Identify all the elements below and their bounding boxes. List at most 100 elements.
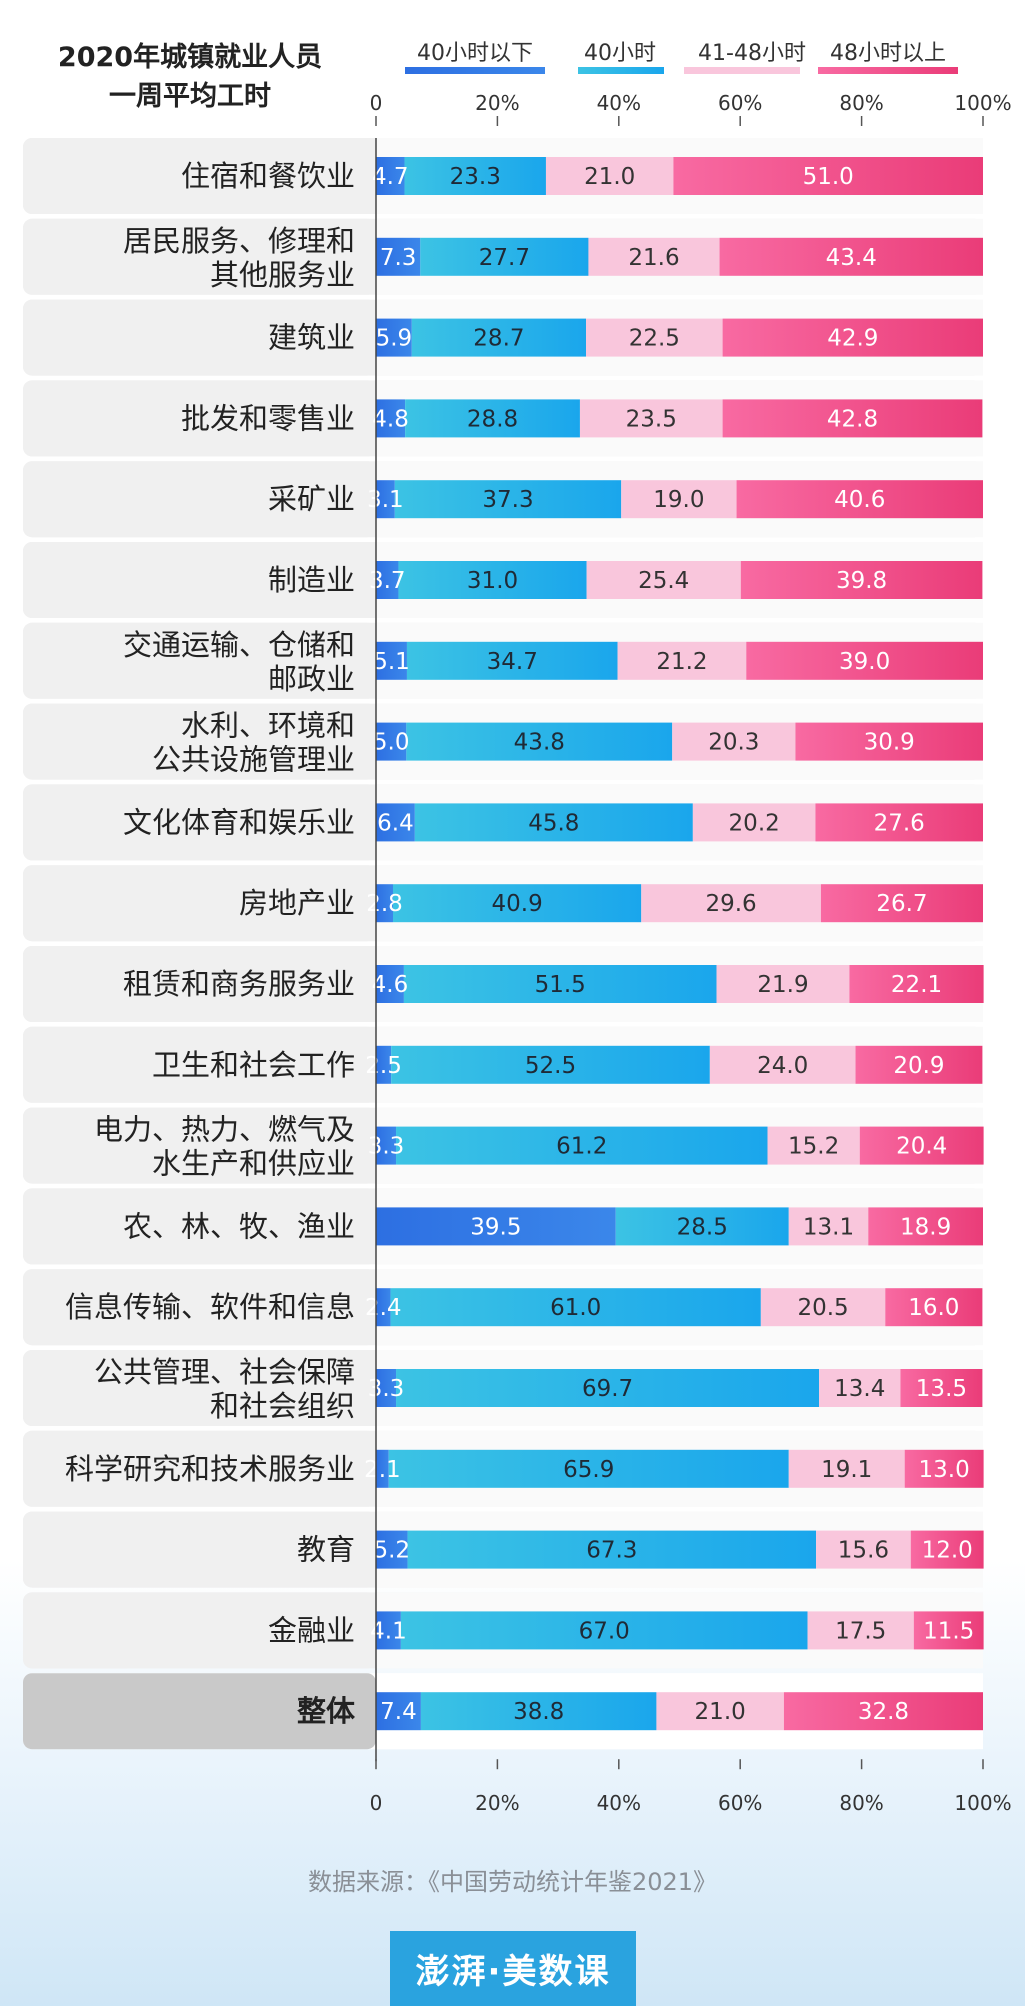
bar-value-label: 30.9 <box>864 730 915 756</box>
bar-segment-3 <box>656 1692 784 1731</box>
bar-value-label: 45.8 <box>528 810 579 836</box>
category-panel <box>23 1026 376 1103</box>
bar-segment-3 <box>672 722 796 761</box>
bar-segment-1 <box>376 965 404 1003</box>
bar-value-label: 11.5 <box>923 1618 974 1644</box>
category-label: 租赁和商务服务业 <box>123 967 355 1001</box>
bar-segment-4 <box>722 318 983 357</box>
bar-value-label: 69.7 <box>582 1376 633 1402</box>
bar-value-label: 51.5 <box>535 972 586 998</box>
bar-segment-2 <box>414 803 693 842</box>
bar-value-label: 21.0 <box>584 164 635 190</box>
bar-segment-2 <box>392 884 642 923</box>
bar-value-label: 4.6 <box>372 972 409 998</box>
bar-value-label: 6.4 <box>377 810 414 836</box>
bar-segment-2 <box>403 965 717 1003</box>
bar-value-label: 13.0 <box>919 1457 970 1483</box>
bar-value-label: 13.4 <box>834 1376 885 1402</box>
bar-value-label: 3.7 <box>369 568 406 594</box>
top-axis-tick-label: 0 <box>370 91 383 115</box>
bar-value-label: 21.6 <box>628 245 679 271</box>
bar-segment-2 <box>615 1207 789 1246</box>
bar-segment-3 <box>788 1207 869 1246</box>
bar-value-label: 20.5 <box>797 1295 848 1321</box>
category-panel <box>23 542 376 618</box>
category-label: 采矿业 <box>268 482 355 516</box>
category-label: 公共管理、社会保障 <box>94 1355 355 1389</box>
bar-segment-3 <box>709 1045 856 1084</box>
category-panel <box>23 784 376 861</box>
bottom-axis-tick-label: 40% <box>597 1791 641 1815</box>
publisher-logo: 澎湃·美数课 <box>390 1931 636 2006</box>
bottom-axis-tick-label: 0 <box>370 1791 383 1815</box>
bar-value-label: 42.8 <box>827 406 878 432</box>
bar-segment-1 <box>376 1045 392 1084</box>
bar-segment-4 <box>746 641 983 680</box>
bar-segment-1 <box>376 480 395 519</box>
bottom-axis-tick-label: 20% <box>475 1791 519 1815</box>
bar-segment-3 <box>579 399 723 438</box>
category-panel <box>23 299 376 376</box>
bar-segment-2 <box>404 157 546 195</box>
bar-value-label: 28.5 <box>677 1214 728 1240</box>
bar-segment-4 <box>820 884 983 923</box>
bar-segment-4 <box>783 1692 983 1731</box>
category-label: 制造业 <box>268 563 355 597</box>
bar-segment-3 <box>816 1530 911 1569</box>
bar-segment-1 <box>376 1126 397 1165</box>
bar-segment-4 <box>722 399 983 438</box>
bar-value-label: 2.1 <box>364 1457 401 1483</box>
bar-value-label: 28.7 <box>473 326 524 352</box>
bar-segment-1 <box>376 157 405 195</box>
legend-swatch <box>818 67 958 74</box>
category-panel <box>23 218 376 295</box>
bar-value-label: 31.0 <box>467 568 518 594</box>
chart-title-line: 一周平均工时 <box>109 81 271 112</box>
bar-value-label: 29.6 <box>705 891 756 917</box>
top-axis-tick-label: 80% <box>839 91 883 115</box>
top-axis-tick-label: 20% <box>475 91 519 115</box>
bar-segment-2 <box>390 1288 761 1327</box>
bar-value-label: 22.1 <box>891 972 942 998</box>
bar-value-label: 43.4 <box>826 245 877 271</box>
bar-value-label: 24.0 <box>757 1053 808 1079</box>
bar-segment-3 <box>760 1288 886 1327</box>
category-label: 水利、环境和 <box>181 709 355 743</box>
bar-segment-4 <box>910 1530 984 1569</box>
bar-value-label: 3.1 <box>367 487 404 513</box>
category-label: 文化体育和娱乐业 <box>123 805 355 839</box>
bar-value-label: 3.3 <box>368 1376 405 1402</box>
category-panel <box>23 622 376 699</box>
bar-segment-3 <box>716 965 850 1003</box>
category-label: 房地产业 <box>239 886 355 920</box>
bar-value-label: 18.9 <box>900 1214 951 1240</box>
bar-value-label: 19.1 <box>821 1457 872 1483</box>
category-label: 和社会组织 <box>210 1389 355 1423</box>
bar-segment-1 <box>376 1692 421 1731</box>
bar-value-label: 23.5 <box>626 406 677 432</box>
category-label: 邮政业 <box>268 662 355 696</box>
bar-segment-1 <box>376 1449 389 1488</box>
bar-segment-2 <box>394 480 622 519</box>
bar-segment-2 <box>391 1045 710 1084</box>
bar-value-label: 34.7 <box>487 649 538 675</box>
legend-swatch <box>578 67 664 74</box>
bar-segment-2 <box>405 399 580 438</box>
category-label: 批发和零售业 <box>181 401 355 435</box>
bar-segment-4 <box>885 1288 983 1327</box>
bar-value-label: 21.9 <box>757 972 808 998</box>
bar-segment-1 <box>376 803 415 842</box>
bar-value-label: 67.0 <box>579 1618 630 1644</box>
bar-value-label: 67.3 <box>586 1538 637 1564</box>
bar-segment-1 <box>376 1288 391 1327</box>
category-panel <box>23 1107 376 1184</box>
bar-value-label: 52.5 <box>525 1053 576 1079</box>
bar-segment-4 <box>719 237 983 276</box>
bar-value-label: 39.0 <box>839 649 890 675</box>
bar-segment-2 <box>411 318 587 357</box>
bar-value-label: 4.8 <box>372 406 409 432</box>
bar-value-label: 23.3 <box>450 164 501 190</box>
bar-segment-3 <box>767 1126 860 1165</box>
bar-segment-3 <box>588 237 720 276</box>
